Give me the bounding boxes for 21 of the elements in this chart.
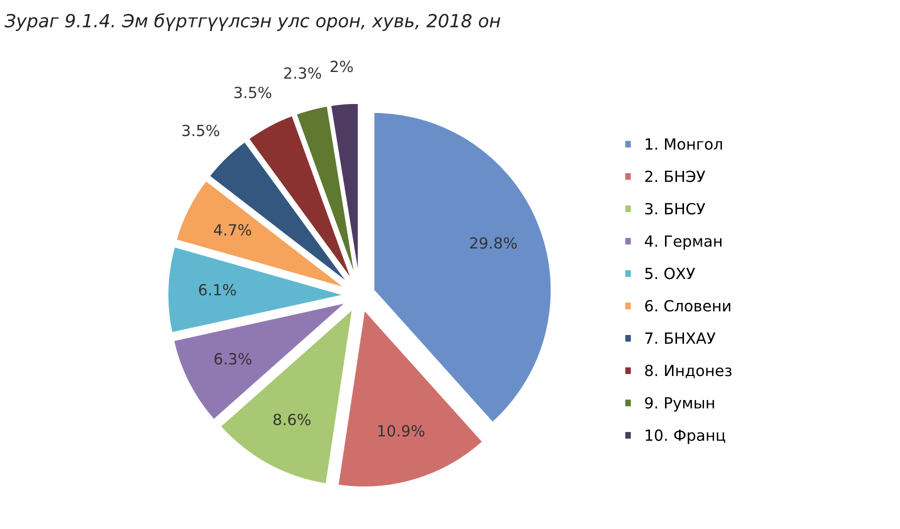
data-label: 3.5% bbox=[182, 124, 220, 136]
data-label: 10.9% bbox=[378, 425, 424, 437]
legend-label: 3. БНСУ bbox=[645, 202, 706, 214]
data-label: 6.1% bbox=[199, 284, 236, 296]
chart-title: Зураг 9.1.4. Эм бүртгүүлсэн улс орон, хувь, 2018 он bbox=[4, 13, 500, 32]
legend-label: 6. Словени bbox=[645, 300, 730, 312]
legend-label: 7. БНХАУ bbox=[645, 332, 716, 344]
data-label: 2% bbox=[330, 60, 353, 72]
data-label: 8.6% bbox=[274, 414, 310, 426]
data-label: 29.8% bbox=[470, 237, 517, 249]
legend-label: 4. Герман bbox=[644, 235, 722, 250]
data-label: 4.7% bbox=[214, 224, 252, 236]
legend-label: 1. Монгол bbox=[646, 138, 722, 150]
legend-label: 2. БНЭУ bbox=[645, 170, 706, 182]
data-label: 6.3% bbox=[214, 353, 252, 365]
legend-label: 9. Румын bbox=[645, 397, 714, 412]
legend-label: 10. Франц bbox=[646, 429, 726, 444]
data-label: 2.3% bbox=[284, 67, 322, 79]
data-label: 3.5% bbox=[234, 86, 272, 98]
legend-label: 5. ОХУ bbox=[645, 268, 696, 280]
legend-label: 8. Индонез bbox=[645, 364, 732, 378]
